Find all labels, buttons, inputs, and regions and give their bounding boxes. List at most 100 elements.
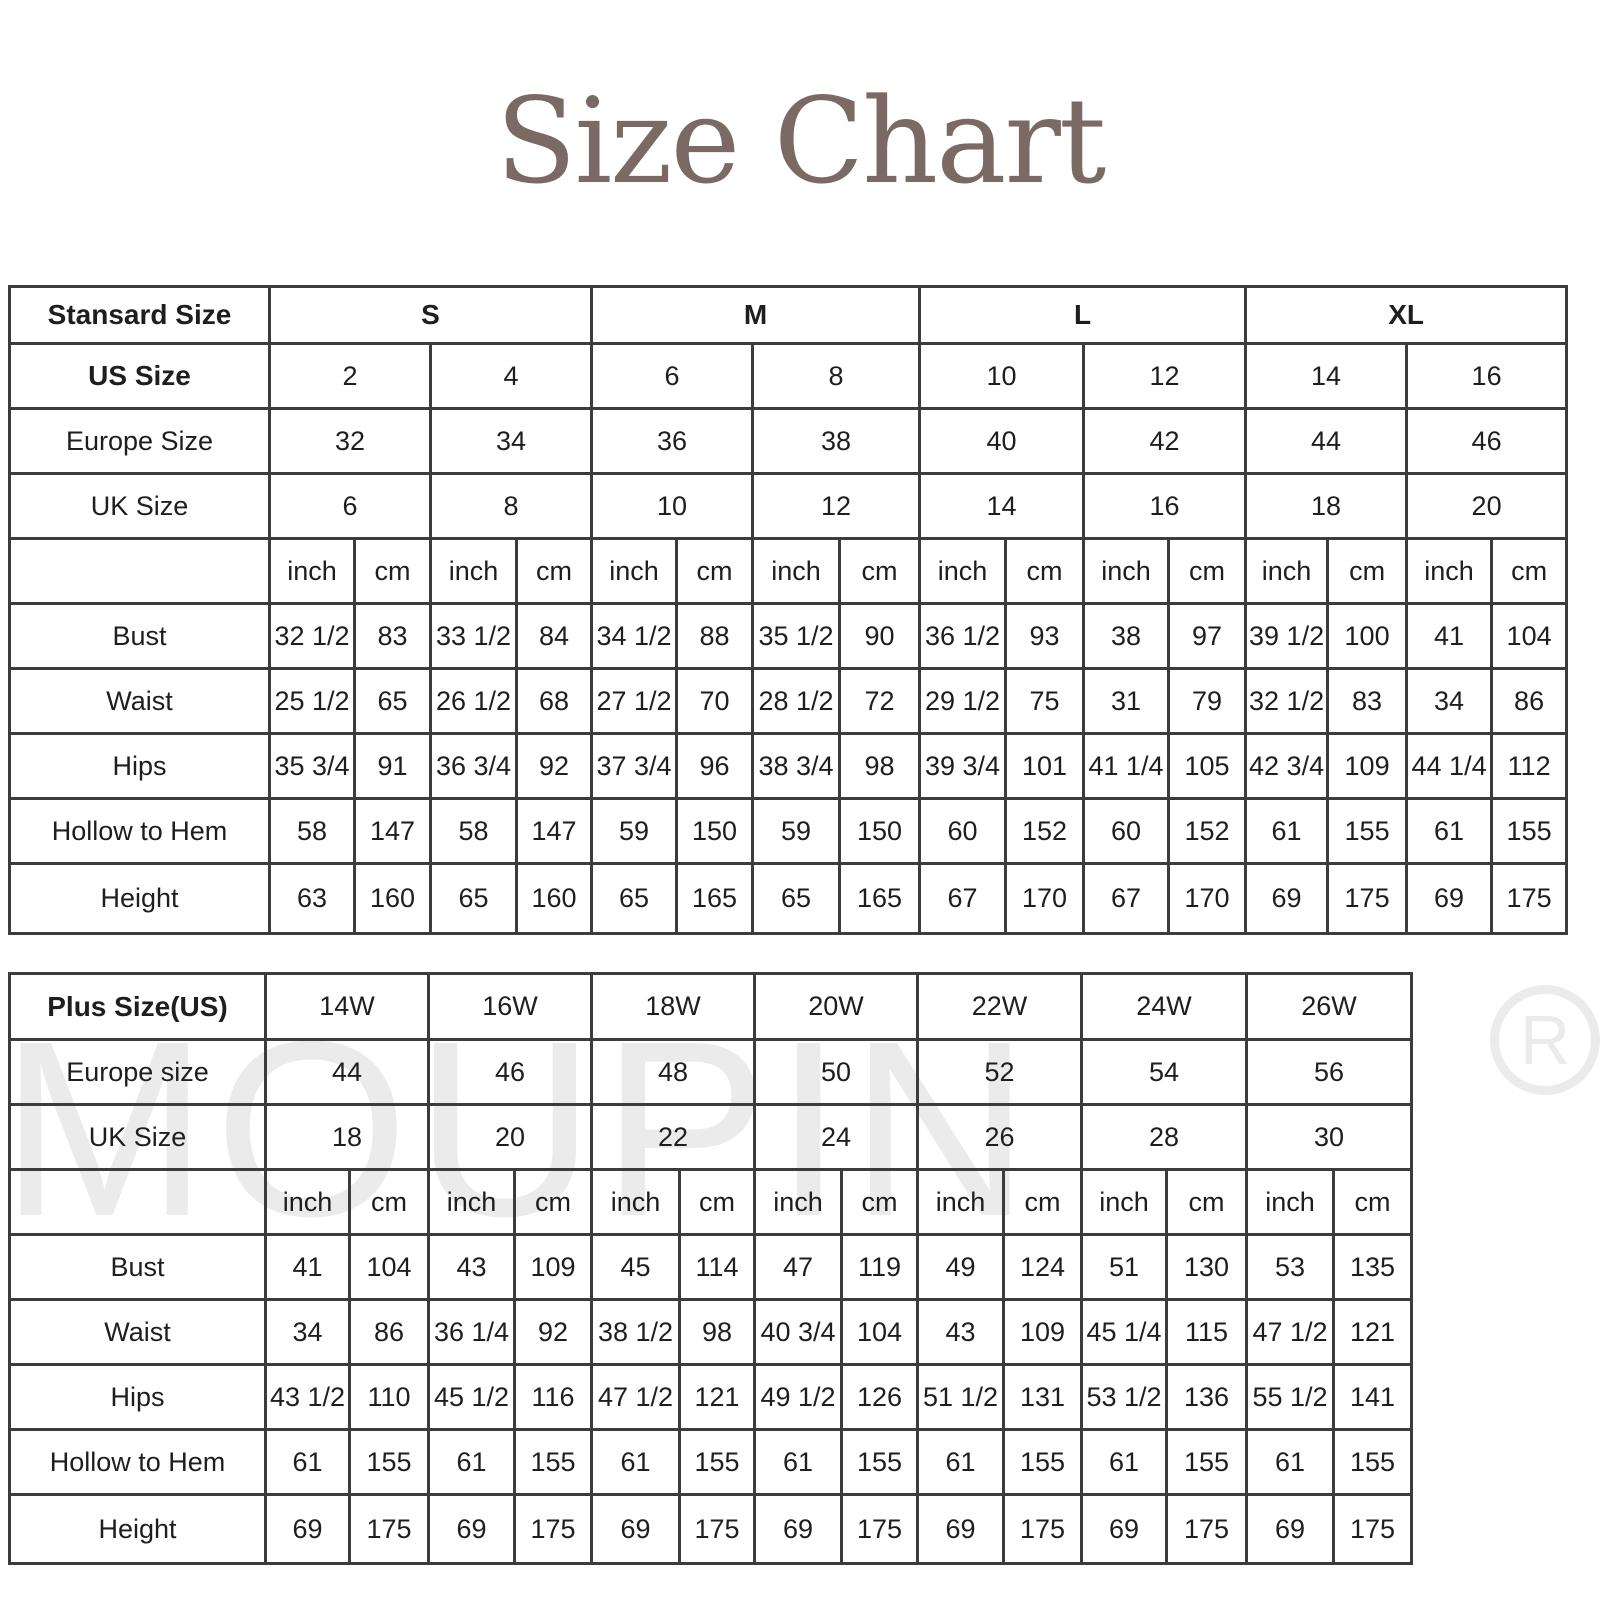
size-value: 26 — [916, 1103, 1083, 1171]
measurement-value: 152 — [1004, 797, 1086, 865]
measurement-value: 119 — [840, 1233, 919, 1301]
size-value: 52 — [916, 1038, 1083, 1106]
measurement-row: Hips 43 1/2 110 45 1/2 116 47 1/2 121 49 1/2 126… — [8, 1363, 1413, 1431]
measurement-value: 39 3/4 — [918, 732, 1008, 800]
measurement-value: 51 1/2 — [916, 1363, 1005, 1431]
measurement-value: 155 — [1490, 797, 1569, 865]
measurement-value: 98 — [837, 732, 922, 800]
measurement-value: 65 — [590, 862, 678, 935]
size-value: 8 — [750, 342, 922, 410]
measurement-value: 69 — [427, 1493, 516, 1565]
measurement-value: 175 — [1165, 1493, 1248, 1565]
measurement-value: 45 1/2 — [427, 1363, 516, 1431]
measurement-row: Waist 25 1/2 65 26 1/2 68 27 1/2 70 28 1/2 72 29 … — [8, 667, 1569, 735]
size-value: 12 — [1082, 342, 1248, 410]
unit-inch: inch — [1245, 1168, 1335, 1236]
measurement-value: 96 — [675, 732, 754, 800]
measurement-value: 60 — [1082, 797, 1171, 865]
measurement-value: 104 — [1490, 602, 1569, 670]
registered-mark-icon: R — [1490, 985, 1600, 1095]
page-title: Size Chart — [495, 72, 1107, 210]
measurement-value: 61 — [590, 1428, 681, 1496]
measurement-value: 150 — [837, 797, 922, 865]
measurement-value: 49 1/2 — [753, 1363, 843, 1431]
unit-inch: inch — [264, 1168, 351, 1236]
header-label: Plus Size(US) — [8, 972, 267, 1041]
measurement-value: 175 — [348, 1493, 430, 1565]
measurement-value: 114 — [678, 1233, 756, 1301]
measurement-value: 175 — [513, 1493, 593, 1565]
measurement-value: 115 — [1165, 1298, 1248, 1366]
measurement-value: 109 — [513, 1233, 593, 1301]
measurement-label: Waist — [8, 1298, 267, 1366]
measurement-value: 29 1/2 — [918, 667, 1008, 735]
measurement-value: 147 — [515, 797, 593, 865]
size-value: 18 — [264, 1103, 430, 1171]
measurement-value: 31 — [1082, 667, 1171, 735]
size-value: 22 — [590, 1103, 756, 1171]
measurement-value: 44 1/4 — [1405, 732, 1494, 800]
measurement-row: Height 63 160 65 160 65 165 65 165 67 170 67 170 69 17… — [8, 862, 1569, 935]
unit-cm: cm — [1490, 537, 1569, 605]
measurement-value: 36 1/4 — [427, 1298, 516, 1366]
size-value: 24 — [753, 1103, 919, 1171]
measurement-value: 41 — [264, 1233, 351, 1301]
size-value: 14 — [1244, 342, 1409, 410]
measurement-value: 25 1/2 — [268, 667, 356, 735]
unit-row: inch cm inch cm inch cm inch cm inch cm inch cm inch… — [8, 1168, 1413, 1236]
measurement-value: 121 — [678, 1363, 756, 1431]
measurement-value: 175 — [1490, 862, 1569, 935]
measurement-value: 61 — [264, 1428, 351, 1496]
measurement-value: 79 — [1167, 667, 1248, 735]
measurement-value: 35 3/4 — [268, 732, 356, 800]
size-value: 44 — [1244, 407, 1409, 475]
measurement-label: Hollow to Hem — [8, 797, 271, 865]
size-value: 10 — [590, 472, 754, 540]
measurement-label: Hips — [8, 1363, 267, 1431]
measurement-label: Bust — [8, 1233, 267, 1301]
measurement-value: 104 — [840, 1298, 919, 1366]
measurement-value: 69 — [1405, 862, 1494, 935]
unit-cm: cm — [1165, 1168, 1248, 1236]
measurement-value: 155 — [1002, 1428, 1083, 1496]
measurement-value: 175 — [1002, 1493, 1083, 1565]
measurement-value: 155 — [678, 1428, 756, 1496]
measurement-value: 38 1/2 — [590, 1298, 681, 1366]
size-value: 20 — [427, 1103, 593, 1171]
size-value: 38 — [750, 407, 922, 475]
measurement-row: Bust 32 1/2 83 33 1/2 84 34 1/2 88 35 1/2 90 36 1… — [8, 602, 1569, 670]
measurement-label: Waist — [8, 667, 271, 735]
size-value: 2 — [268, 342, 432, 410]
unit-inch: inch — [1244, 537, 1330, 605]
measurement-value: 86 — [348, 1298, 430, 1366]
size-group-26w: 26W — [1245, 972, 1413, 1041]
measurement-value: 65 — [353, 667, 432, 735]
measurement-value: 59 — [751, 797, 841, 865]
measurement-value: 61 — [1245, 1428, 1335, 1496]
measurement-value: 72 — [837, 667, 922, 735]
unit-row: inch cm inch cm inch cm inch cm inch cm inch cm inch… — [8, 537, 1569, 605]
size-value: 14 — [918, 472, 1086, 540]
measurement-value: 34 1/2 — [590, 602, 678, 670]
measurement-value: 97 — [1167, 602, 1248, 670]
measurement-value: 67 — [1082, 862, 1171, 935]
measurement-value: 65 — [429, 862, 518, 935]
measurement-value: 175 — [840, 1493, 919, 1565]
measurement-value: 112 — [1490, 732, 1569, 800]
header-row: Stansard Size S M L XL — [8, 285, 1569, 345]
measurement-label: Bust — [8, 602, 271, 670]
measurement-value: 37 3/4 — [590, 732, 678, 800]
measurement-value: 47 — [753, 1233, 843, 1301]
measurement-value: 49 — [916, 1233, 1005, 1301]
measurement-value: 36 1/2 — [918, 602, 1008, 670]
measurement-value: 39 1/2 — [1244, 602, 1330, 670]
empty-cell — [8, 537, 271, 605]
measurement-value: 65 — [751, 862, 841, 935]
measurement-value: 53 — [1245, 1233, 1335, 1301]
measurement-value: 175 — [1332, 1493, 1413, 1565]
measurement-value: 93 — [1004, 602, 1086, 670]
size-row-label: UK Size — [8, 472, 271, 540]
size-value: 4 — [429, 342, 593, 410]
measurement-value: 61 — [916, 1428, 1005, 1496]
size-value: 32 — [268, 407, 432, 475]
